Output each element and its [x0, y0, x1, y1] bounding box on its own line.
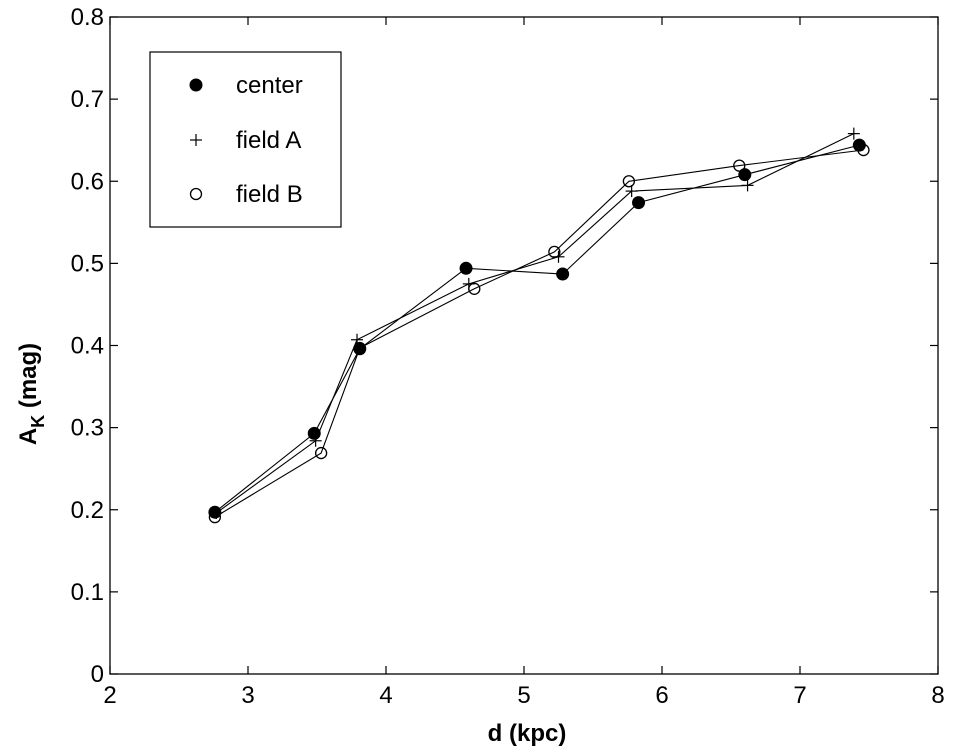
legend-marker-1 [190, 134, 202, 146]
legend: center field A field B [149, 51, 342, 228]
data-point-series-2 [208, 510, 222, 524]
plot-area: 2 3 4 5 6 7 8 0 0.1 0.2 0.3 0.4 0.5 0.6 0.7 0.8 [71, 4, 945, 709]
data-point-series-0 [459, 261, 473, 275]
data-point-series-1 [625, 185, 638, 198]
data-point-series-1 [741, 179, 754, 192]
x-tick-label: 8 [931, 682, 944, 709]
y-tick-label: 0.8 [71, 4, 104, 31]
series-lines [214, 133, 864, 518]
svg-text:AK (mag): AK (mag) [15, 343, 48, 445]
data-point-series-2 [622, 175, 636, 188]
legend-label-2: field B [236, 181, 303, 208]
series-line-0 [214, 144, 860, 513]
y-tick-label: 0.6 [71, 168, 104, 195]
y-tick-label: 0.3 [71, 415, 104, 442]
y-tick-label: 0.1 [71, 579, 104, 606]
y-axis-title-main: A [15, 428, 42, 445]
x-tick-label: 3 [241, 682, 254, 709]
data-point-series-1 [309, 434, 322, 447]
x-tick-label: 6 [655, 682, 668, 709]
y-tick-label: 0.7 [71, 86, 104, 113]
data-point-series-2 [353, 341, 366, 355]
legend-label-0: center [236, 72, 303, 99]
data-point-series-2 [857, 143, 870, 157]
data-point-series-0 [307, 426, 321, 440]
legend-box [149, 51, 342, 228]
series-line-2 [214, 149, 864, 518]
y-tick-label: 0.5 [71, 250, 104, 277]
data-point-series-2 [468, 282, 481, 295]
data-point-series-0 [556, 267, 570, 281]
data-point-series-2 [314, 446, 328, 460]
data-point-series-1 [847, 127, 860, 140]
x-tick-label: 7 [793, 682, 806, 709]
y-tick-label: 0.2 [71, 497, 104, 524]
y-axis-title-subscript: K [28, 415, 48, 428]
series-markers [208, 127, 870, 524]
legend-marker-2 [189, 187, 203, 201]
data-point-series-0 [738, 168, 752, 182]
data-point-series-0 [632, 196, 646, 210]
x-axis-title: d (kpc) [488, 720, 567, 747]
y-axis-title: AK (mag) [15, 343, 48, 445]
y-axis-title-unit: (mag) [15, 343, 42, 415]
legend-marker-0 [189, 78, 203, 92]
data-point-series-2 [548, 245, 561, 259]
x-tick-label: 5 [517, 682, 530, 709]
x-tick-label: 2 [103, 682, 116, 709]
legend-label-1: field A [236, 127, 301, 154]
y-tick-label: 0.4 [71, 333, 104, 360]
x-tick-label: 4 [379, 682, 392, 709]
y-tick-label: 0 [91, 661, 104, 688]
axis-ticks: 2 3 4 5 6 7 8 0 0.1 0.2 0.3 0.4 0.5 0.6 0.7 0.8 [71, 4, 945, 709]
data-point-series-2 [733, 159, 746, 172]
